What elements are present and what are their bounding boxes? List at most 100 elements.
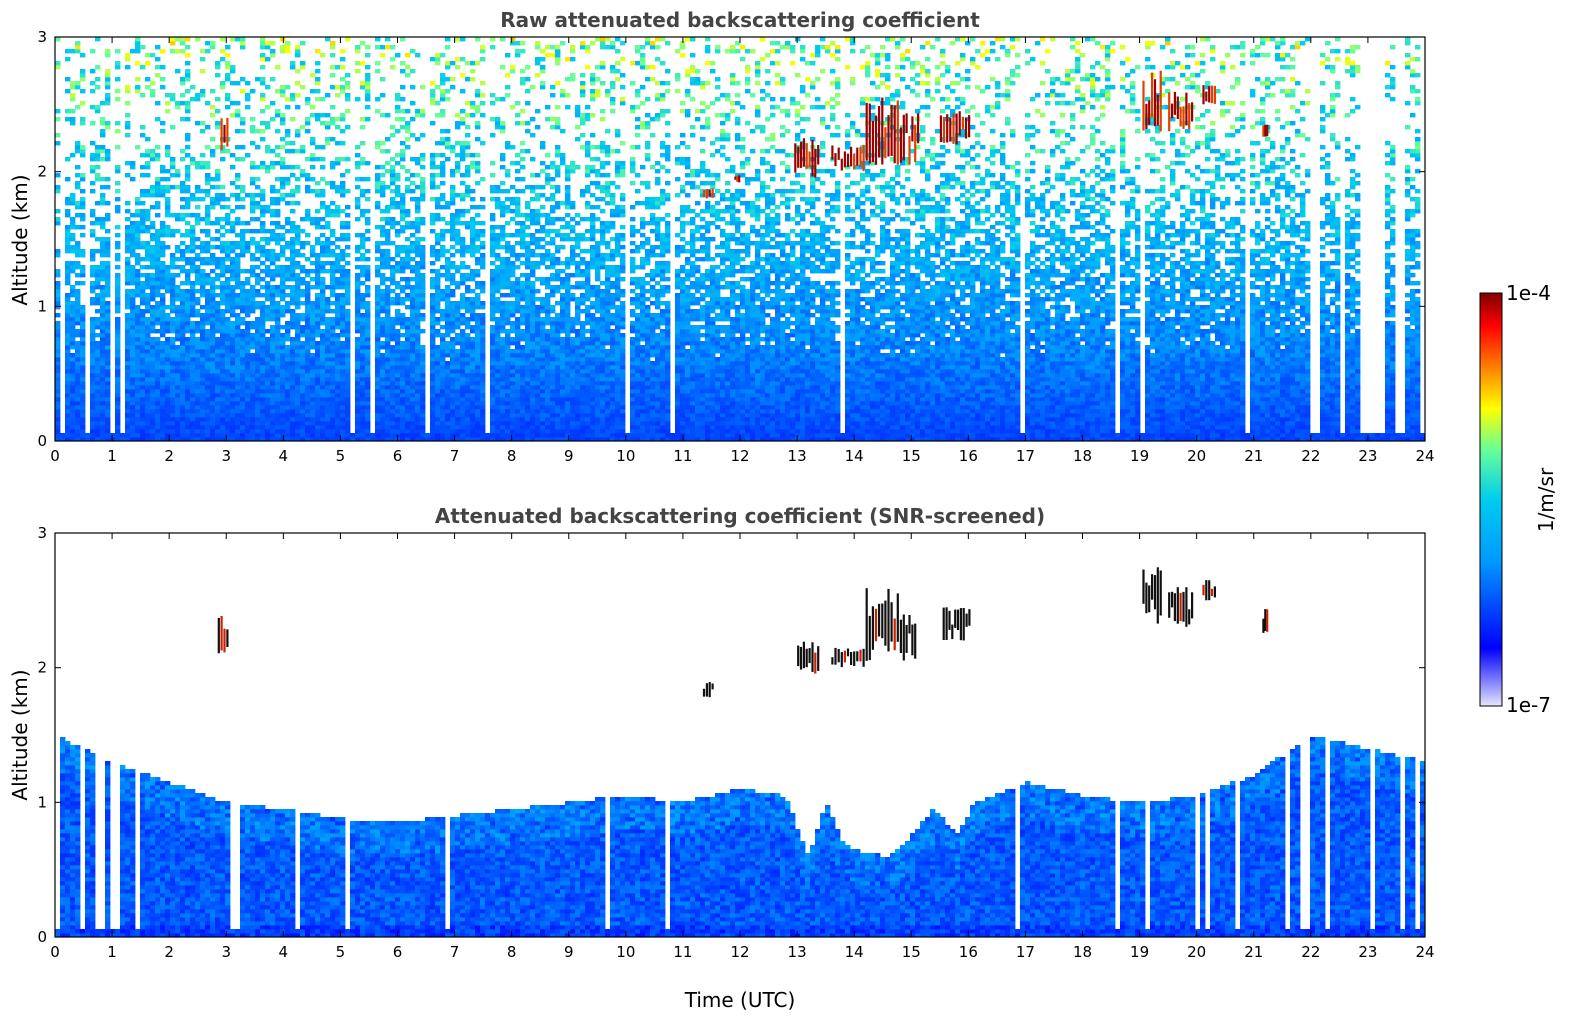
heatmap-cell: [100, 301, 105, 305]
heatmap-cell: [440, 313, 445, 317]
heatmap-cell: [75, 273, 80, 277]
heatmap-cell: [165, 109, 170, 113]
heatmap-cell: [465, 409, 470, 413]
heatmap-cell: [105, 277, 110, 281]
heatmap-cell: [320, 353, 325, 357]
heatmap-cell: [305, 273, 310, 277]
heatmap-cell: [280, 337, 285, 341]
heatmap-cell: [90, 301, 95, 305]
heatmap-cell: [445, 285, 450, 289]
heatmap-cell: [465, 317, 470, 321]
heatmap-cell: [105, 269, 110, 273]
heatmap-cell: [160, 301, 165, 305]
heatmap-cell: [280, 193, 285, 197]
heatmap-cell: [295, 53, 300, 57]
heatmap-cell: [250, 397, 255, 401]
heatmap-cell: [280, 369, 285, 373]
heatmap-cell: [405, 65, 410, 69]
heatmap-cell: [190, 421, 195, 425]
heatmap-cell: [415, 249, 420, 253]
heatmap-cell: [115, 317, 120, 321]
heatmap-cell: [215, 325, 220, 329]
heatmap-cell: [245, 405, 250, 409]
heatmap-cell: [310, 89, 315, 93]
heatmap-cell: [255, 401, 260, 405]
heatmap-cell: [130, 417, 135, 421]
heatmap-cell: [385, 289, 390, 293]
heatmap-cell: [90, 357, 95, 361]
heatmap-cell: [380, 309, 385, 313]
heatmap-cell: [415, 345, 420, 349]
heatmap-cell: [125, 389, 130, 393]
heatmap-cell: [395, 261, 400, 265]
heatmap-cell: [495, 405, 500, 409]
heatmap-cell: [470, 405, 475, 409]
heatmap-cell: [450, 229, 455, 233]
heatmap-cell: [320, 265, 325, 269]
heatmap-cell: [460, 117, 465, 121]
heatmap-cell: [220, 413, 225, 417]
heatmap-cell: [70, 413, 75, 417]
heatmap-cell: [195, 413, 200, 417]
heatmap-cell: [425, 433, 430, 437]
heatmap-cell: [215, 321, 220, 325]
heatmap-cell: [345, 125, 350, 129]
heatmap-cell: [465, 173, 470, 177]
heatmap-cell: [295, 273, 300, 277]
heatmap-cell: [55, 401, 60, 405]
heatmap-cell: [455, 213, 460, 217]
heatmap-cell: [285, 329, 290, 333]
heatmap-cell: [345, 97, 350, 101]
heatmap-cell: [65, 209, 70, 213]
heatmap-cell: [280, 421, 285, 425]
heatmap-cell: [315, 309, 320, 313]
heatmap-cell: [55, 117, 60, 121]
heatmap-cell: [410, 333, 415, 337]
heatmap-cell: [460, 381, 465, 385]
heatmap-cell: [95, 269, 100, 273]
heatmap-cell: [375, 61, 380, 65]
heatmap-cell: [420, 165, 425, 169]
heatmap-cell: [270, 309, 275, 313]
heatmap-cell: [65, 345, 70, 349]
heatmap-cell: [315, 301, 320, 305]
heatmap-cell: [475, 429, 480, 433]
heatmap-cell: [230, 241, 235, 245]
heatmap-cell: [135, 365, 140, 369]
heatmap-cell: [295, 345, 300, 349]
heatmap-cell: [80, 101, 85, 105]
heatmap-cell: [165, 369, 170, 373]
heatmap-cell: [95, 65, 100, 69]
heatmap-cell: [455, 169, 460, 173]
heatmap-cell: [435, 353, 440, 357]
heatmap-cell: [420, 261, 425, 265]
heatmap-cell: [360, 241, 365, 245]
heatmap-cell: [290, 413, 295, 417]
heatmap-cell: [375, 377, 380, 381]
heatmap-cell: [470, 313, 475, 317]
heatmap-cell: [105, 393, 110, 397]
heatmap-cell: [90, 257, 95, 261]
heatmap-cell: [395, 381, 400, 385]
heatmap-cell: [205, 161, 210, 165]
heatmap-cell: [240, 189, 245, 193]
heatmap-cell: [220, 261, 225, 265]
heatmap-cell: [405, 365, 410, 369]
heatmap-cell: [355, 429, 360, 433]
heatmap-cell: [145, 173, 150, 177]
heatmap-cell: [205, 309, 210, 313]
heatmap-cell: [365, 289, 370, 293]
heatmap-cell: [135, 305, 140, 309]
heatmap-cell: [300, 413, 305, 417]
heatmap-cell: [140, 361, 145, 365]
heatmap-cell: [405, 253, 410, 257]
heatmap-cell: [90, 393, 95, 397]
heatmap-cell: [285, 285, 290, 289]
heatmap-cell: [260, 225, 265, 229]
heatmap-cell: [320, 97, 325, 101]
heatmap-cell: [150, 377, 155, 381]
heatmap-cell: [405, 261, 410, 265]
heatmap-cell: [355, 197, 360, 201]
heatmap-cell: [265, 421, 270, 425]
heatmap-cell: [365, 221, 370, 225]
